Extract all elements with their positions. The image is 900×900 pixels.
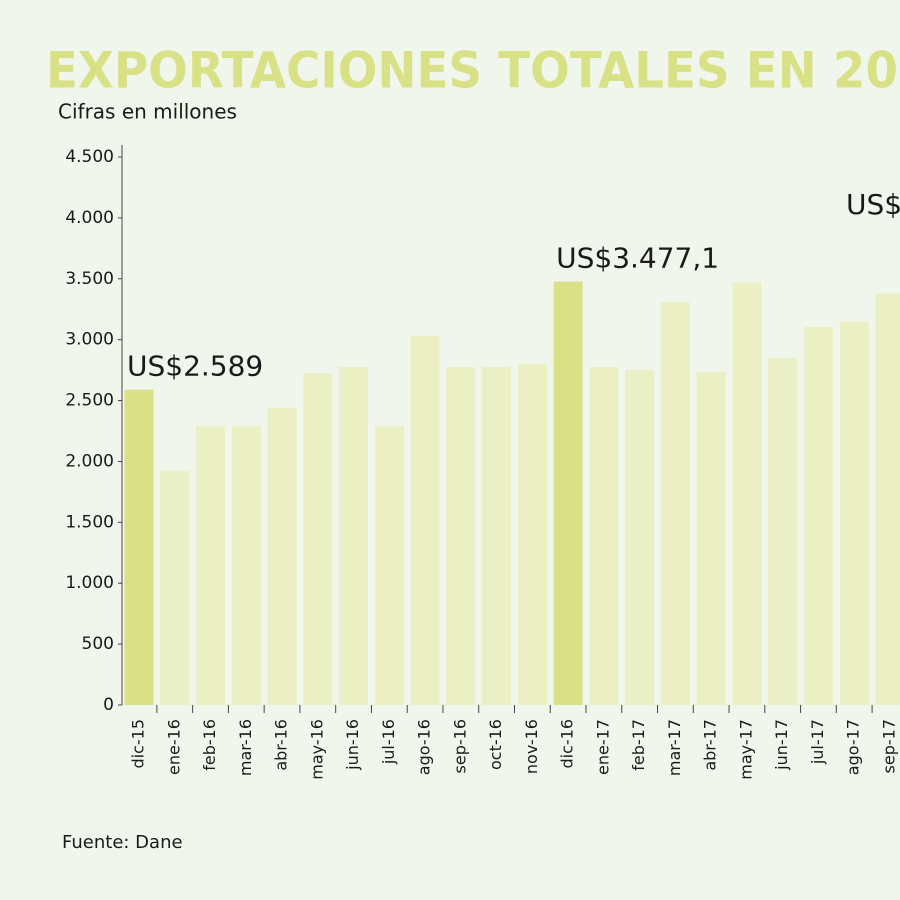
annotation: US$ — [846, 188, 900, 221]
bar — [446, 367, 476, 705]
x-tick-label: may-17 — [736, 719, 755, 780]
y-tick-label: 4.500 — [65, 147, 114, 167]
bar — [660, 301, 690, 705]
bar — [696, 371, 726, 705]
bar — [553, 281, 583, 705]
bar — [625, 370, 655, 705]
x-tick-label: jun-16 — [343, 719, 362, 771]
x-tick-label: feb-16 — [200, 719, 219, 771]
source: Fuente: Dane — [62, 832, 183, 853]
bar — [839, 321, 869, 705]
x-tick-label: sep-17 — [879, 719, 898, 773]
x-tick-label: ene-17 — [593, 719, 612, 775]
x-tick-label: feb-17 — [629, 719, 648, 771]
y-tick-label: 3.500 — [65, 269, 114, 289]
x-tick-label: mar-17 — [665, 719, 684, 776]
bar — [339, 367, 369, 705]
x-tick-label: abr-17 — [701, 719, 720, 771]
y-tick-label: 2.000 — [65, 451, 114, 471]
x-tick-label: dic-15 — [129, 719, 148, 769]
bar — [160, 471, 190, 705]
x-tick-label: may-16 — [307, 719, 326, 780]
x-tick-label: ene-16 — [164, 719, 183, 775]
x-tick-label: jun-17 — [772, 719, 791, 771]
y-tick-label: 1.000 — [65, 573, 114, 593]
x-tick-label: mar-16 — [236, 719, 255, 776]
bar — [517, 364, 547, 705]
bar — [196, 426, 226, 705]
y-tick-label: 500 — [82, 634, 114, 654]
value-label: US$2.589 — [127, 350, 263, 383]
y-tick-label: 3.000 — [65, 330, 114, 350]
x-tick-label: ago-16 — [415, 719, 434, 775]
y-tick-label: 4.000 — [65, 208, 114, 228]
x-tick-label: abr-16 — [272, 719, 291, 771]
bar — [875, 293, 900, 705]
y-tick-label: 2.500 — [65, 391, 114, 411]
bar — [803, 326, 833, 705]
x-tick-label: jul-17 — [808, 719, 827, 765]
x-tick-label: jul-16 — [379, 719, 398, 765]
x-tick-label: sep-16 — [450, 719, 469, 773]
bar — [410, 336, 440, 705]
y-tick-label: 1.500 — [65, 512, 114, 532]
x-tick-label: ago-17 — [844, 719, 863, 775]
bar — [374, 426, 404, 705]
chart-title: EXPORTACIONES TOTALES EN 20 — [46, 42, 898, 100]
bar — [124, 389, 154, 705]
x-tick-label: dic-16 — [558, 719, 577, 769]
bar — [303, 373, 333, 705]
bar — [768, 357, 798, 705]
bar — [267, 407, 297, 705]
bar — [732, 282, 762, 705]
x-tick-label: oct-16 — [486, 719, 505, 770]
bar — [482, 367, 512, 705]
bar — [589, 367, 619, 705]
subtitle: Cifras en millones — [58, 100, 237, 124]
y-tick-label: 0 — [103, 695, 114, 715]
value-label: US$3.477,1 — [556, 242, 719, 275]
x-tick-label: nov-16 — [522, 719, 541, 774]
bar — [231, 426, 261, 705]
